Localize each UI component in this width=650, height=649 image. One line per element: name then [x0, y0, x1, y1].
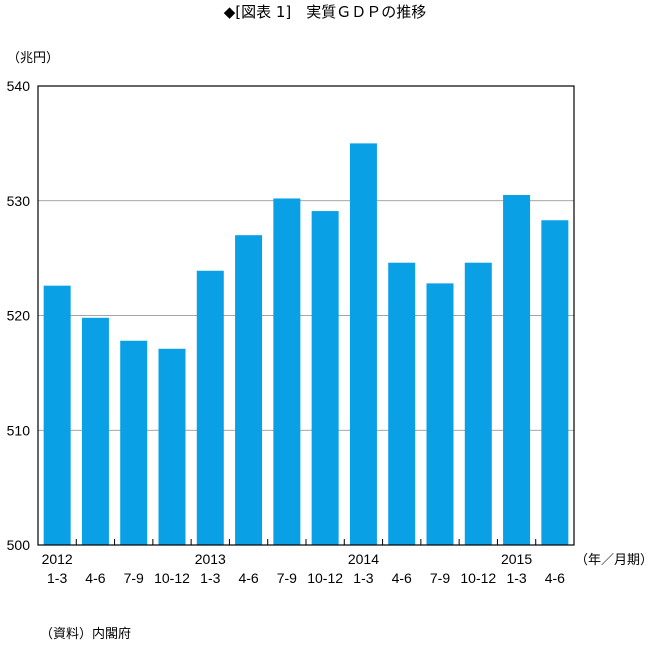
- y-tick-label: 510: [7, 422, 31, 438]
- bar: [43, 285, 71, 545]
- x-tick-label: 7-9: [277, 570, 297, 586]
- bar: [349, 143, 377, 545]
- y-axis-tick-labels: 500 510 520 530 540: [7, 78, 31, 553]
- y-axis-unit-label: （兆円）: [7, 51, 59, 66]
- x-tick-label: 10-12: [460, 570, 496, 586]
- bar: [426, 283, 454, 545]
- bar: [273, 198, 301, 545]
- x-tick-label: 1-3: [47, 570, 67, 586]
- bar: [311, 211, 339, 545]
- source-note: （資料）内閣府: [40, 626, 131, 642]
- bar: [464, 262, 492, 545]
- x-tick-label: 4-6: [545, 570, 565, 586]
- year-label: 2014: [348, 551, 379, 567]
- year-label: 2012: [42, 551, 73, 567]
- x-tick-label: 1-3: [353, 570, 373, 586]
- x-tick-label: 7-9: [430, 570, 450, 586]
- x-axis-unit-label: （年／月期）: [575, 553, 650, 568]
- y-tick-label: 540: [7, 78, 31, 94]
- gridlines: [38, 200, 574, 431]
- bar: [388, 262, 416, 545]
- y-tick-label: 520: [7, 308, 31, 324]
- x-tick-label: 10-12: [154, 570, 190, 586]
- x-tick-label: 1-3: [200, 570, 220, 586]
- y-tick-label: 530: [7, 193, 31, 209]
- bar: [541, 220, 569, 545]
- x-tick-label: 10-12: [307, 570, 343, 586]
- bars: [43, 143, 569, 546]
- x-tick-label: 1-3: [506, 570, 526, 586]
- bar: [158, 348, 186, 545]
- x-tick-label: 7-9: [124, 570, 144, 586]
- x-tick-label: 4-6: [392, 570, 412, 586]
- x-axis-ticks: [75, 539, 537, 545]
- bar: [235, 235, 263, 546]
- year-label: 2015: [501, 551, 532, 567]
- x-tick-label: 4-6: [85, 570, 105, 586]
- bar: [81, 317, 109, 545]
- x-axis-tick-labels: 1-3 4-6 7-9 10-12 1-3 4-6 7-9 10-12 1-3 4-6 7-9 10-…: [42, 551, 566, 586]
- bar: [503, 195, 531, 545]
- x-tick-label: 4-6: [238, 570, 258, 586]
- year-label: 2013: [195, 551, 226, 567]
- chart-title: ◆[図表 1] 実質ＧＤＰの推移: [224, 3, 427, 21]
- y-tick-label: 500: [7, 537, 31, 553]
- bar: [196, 270, 224, 545]
- bar: [120, 340, 148, 545]
